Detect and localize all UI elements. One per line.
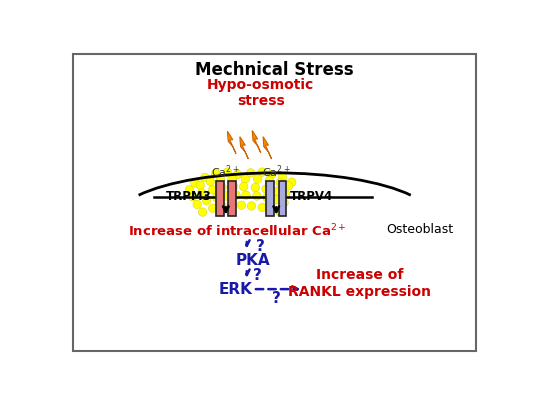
Circle shape [273, 187, 281, 196]
Text: Increase of
RANKL expression: Increase of RANKL expression [288, 268, 431, 300]
Circle shape [258, 168, 266, 176]
Text: ?: ? [256, 239, 265, 253]
Bar [228, 181, 236, 216]
Text: ?: ? [272, 291, 281, 306]
Circle shape [218, 202, 226, 210]
Circle shape [287, 178, 296, 186]
Circle shape [196, 181, 205, 189]
FancyBboxPatch shape [73, 54, 476, 351]
Circle shape [221, 192, 230, 200]
Text: Ca$^{2+}$: Ca$^{2+}$ [212, 163, 240, 180]
Circle shape [278, 172, 287, 181]
Circle shape [233, 170, 242, 178]
Circle shape [237, 201, 245, 209]
Circle shape [247, 169, 255, 177]
Circle shape [223, 168, 232, 176]
Circle shape [232, 191, 240, 199]
Circle shape [247, 202, 256, 210]
Polygon shape [240, 137, 248, 159]
Circle shape [198, 188, 206, 197]
Circle shape [185, 186, 193, 194]
Polygon shape [227, 131, 236, 154]
Circle shape [267, 170, 276, 178]
Circle shape [209, 186, 217, 194]
Circle shape [258, 203, 266, 212]
Circle shape [202, 196, 211, 205]
Circle shape [251, 183, 259, 192]
Text: Hypo-osmotic
stress: Hypo-osmotic stress [207, 78, 315, 108]
Text: TRPM3: TRPM3 [166, 190, 212, 203]
Bar [266, 181, 274, 216]
Text: Increase of intracellular Ca$^{2+}$: Increase of intracellular Ca$^{2+}$ [128, 222, 347, 239]
Circle shape [227, 201, 235, 209]
Circle shape [276, 208, 285, 217]
Circle shape [209, 204, 217, 213]
Bar [216, 181, 224, 216]
Circle shape [228, 175, 236, 183]
Circle shape [200, 173, 209, 182]
Text: Ca$^{2+}$: Ca$^{2+}$ [262, 163, 291, 180]
Circle shape [191, 178, 199, 187]
Circle shape [285, 182, 293, 190]
Bar [279, 181, 286, 216]
Circle shape [276, 178, 285, 187]
Circle shape [272, 196, 280, 204]
Circle shape [254, 175, 262, 183]
Circle shape [212, 169, 220, 178]
Circle shape [263, 193, 271, 202]
Circle shape [193, 200, 202, 209]
Text: PKA: PKA [236, 253, 270, 268]
Text: Osteoblast: Osteoblast [386, 223, 453, 235]
Text: TRPV4: TRPV4 [290, 190, 333, 203]
Polygon shape [263, 137, 272, 159]
Circle shape [252, 192, 261, 200]
Circle shape [267, 206, 276, 214]
Circle shape [280, 198, 288, 207]
Circle shape [188, 192, 197, 201]
Polygon shape [252, 130, 260, 153]
Text: ?: ? [253, 268, 262, 283]
Circle shape [198, 208, 207, 217]
Circle shape [229, 182, 238, 191]
Text: ERK: ERK [219, 282, 253, 297]
Circle shape [265, 176, 273, 185]
Circle shape [212, 193, 221, 202]
Circle shape [206, 177, 214, 186]
Circle shape [281, 190, 290, 198]
Circle shape [242, 191, 250, 199]
Circle shape [240, 182, 248, 191]
Circle shape [241, 175, 250, 183]
Circle shape [216, 175, 225, 183]
Text: Mechnical Stress: Mechnical Stress [196, 61, 354, 79]
Circle shape [262, 185, 271, 193]
Circle shape [218, 183, 226, 192]
